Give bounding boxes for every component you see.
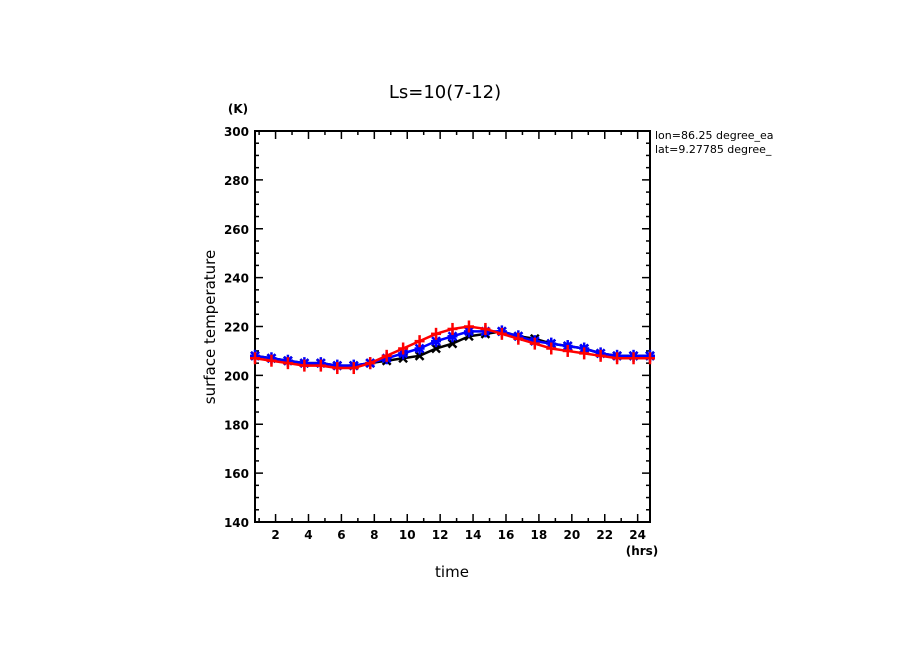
data-point-red <box>579 347 590 360</box>
data-point-red <box>645 352 655 365</box>
x-unit-label: (hrs) <box>626 544 659 558</box>
y-tick-label: 260 <box>224 223 249 237</box>
data-point-red <box>463 320 474 333</box>
x-tick-label: 10 <box>399 528 416 542</box>
x-tick-label: 12 <box>432 528 449 542</box>
data-point-blue <box>447 330 458 343</box>
data-point-red <box>496 327 507 340</box>
x-tick-label: 16 <box>498 528 515 542</box>
data-point-red <box>513 332 524 345</box>
data-point-red <box>612 352 623 365</box>
data-point-red <box>414 335 425 348</box>
data-point-red <box>266 354 277 367</box>
y-tick-label: 280 <box>224 174 249 188</box>
y-unit-label: (K) <box>228 102 248 116</box>
data-point-black <box>447 338 458 349</box>
y-tick-label: 240 <box>224 272 249 286</box>
data-point-black <box>431 343 441 354</box>
y-tick-label: 140 <box>224 516 249 530</box>
data-point-red <box>365 357 376 370</box>
x-tick-label: 14 <box>465 528 482 542</box>
data-point-red <box>250 352 260 365</box>
y-axis-label: surface temperature <box>201 250 219 405</box>
x-tick-label: 6 <box>337 528 345 542</box>
data-point-red <box>447 322 458 335</box>
data-point-red <box>562 344 573 357</box>
data-point-red <box>546 342 557 355</box>
y-tick-label: 200 <box>224 369 249 383</box>
x-tick-label: 8 <box>370 528 378 542</box>
data-point-red <box>480 322 491 335</box>
data-point-black <box>414 350 425 361</box>
y-tick-label: 160 <box>224 467 249 481</box>
data-point-blue <box>431 335 442 348</box>
data-point-red <box>595 349 606 362</box>
data-point-red <box>299 359 310 372</box>
data-point-red <box>381 349 392 362</box>
x-tick-label: 2 <box>271 528 279 542</box>
x-axis-label: time <box>435 563 469 581</box>
data-point-red <box>282 357 293 370</box>
y-tick-label: 220 <box>224 321 249 335</box>
x-tick-label: 20 <box>563 528 580 542</box>
data-point-red <box>628 352 639 365</box>
y-tick-label: 180 <box>224 418 249 432</box>
x-tick-label: 22 <box>596 528 613 542</box>
data-point-red <box>398 342 409 355</box>
annotation-lat: lat=9.27785 degree_ <box>655 143 772 156</box>
chart-title: Ls=10(7-12) <box>389 82 501 103</box>
data-point-red <box>332 362 343 375</box>
y-tick-label: 300 <box>224 125 249 139</box>
annotation-lon: lon=86.25 degree_ea <box>655 129 774 142</box>
x-tick-label: 4 <box>304 528 312 542</box>
x-tick-label: 24 <box>629 528 646 542</box>
data-point-red <box>348 362 359 375</box>
data-point-red <box>529 337 540 350</box>
data-point-red <box>315 359 326 372</box>
data-point-red <box>431 327 442 340</box>
x-tick-label: 18 <box>531 528 548 542</box>
